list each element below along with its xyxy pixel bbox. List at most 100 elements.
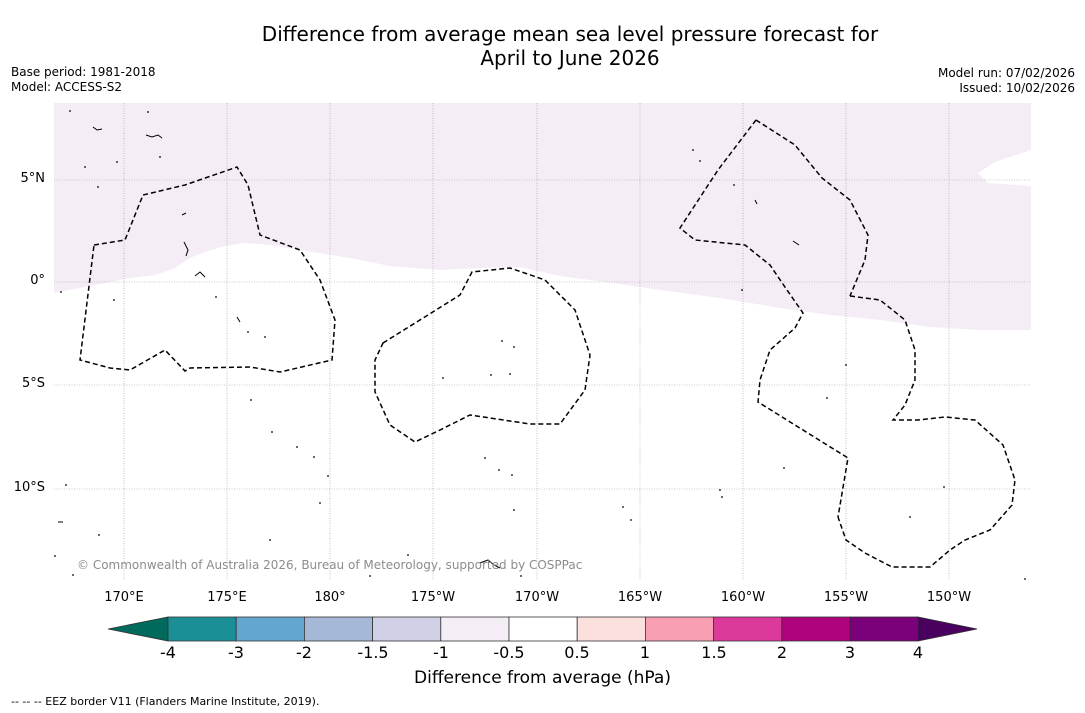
island-dot [442,377,444,379]
title-line-1: Difference from average mean sea level p… [261,22,879,46]
eez-line-islands-south [837,295,1016,568]
island-dot [69,110,71,112]
eez-kiribati-gilbert [79,166,336,373]
lon-label-165w: 165°W [617,590,663,605]
lon-label-150w: 150°W [926,590,972,605]
colorbar-swatch [576,616,646,642]
island-dot [250,399,252,401]
model-run: Model run: 07/02/2026 [937,66,1075,80]
lon-label-170w: 170°W [514,590,560,605]
colorbar-under-triangle [107,616,169,642]
island-dot [733,184,735,186]
grid-lines [54,103,1031,580]
island-dot [484,457,486,459]
colorbar-tick: -1.5 [357,643,389,662]
colorbar-tick: 2 [776,643,788,662]
colorbar-swatch [440,616,510,642]
lon-label-180: 180° [314,590,346,605]
island-dot [1024,578,1026,580]
island [181,212,187,216]
island-dot [501,340,503,342]
island-dot [783,467,785,469]
colorbar-tick: -0.5 [493,643,525,662]
meta-left: Base period: 1981-2018 Model: ACCESS-S2 [11,65,156,95]
island [145,134,163,139]
island-dot [269,539,271,541]
island-dot [116,161,118,163]
lon-label-155w: 155°W [823,590,869,605]
island-dot [319,502,321,504]
eez-line-islands-north [755,119,869,297]
colorbar [107,616,978,642]
island-dot [699,160,701,162]
island-dot [65,484,67,486]
island-dot [247,331,249,333]
island-dot [84,166,86,168]
island [754,199,758,205]
island-dot [909,516,911,518]
island-dot [498,469,500,471]
colorbar-swatch [508,616,578,642]
island-dot [692,149,694,151]
base-period: Base period: 1981-2018 [11,65,156,79]
island-dot [147,111,149,113]
colorbar-swatch [303,616,373,642]
colorbar-tick: 0.5 [564,643,590,662]
island [92,126,103,131]
colorbar-swatch [713,616,783,642]
island [236,316,241,323]
colorbar-swatch [781,616,851,642]
chart-title: Difference from average mean sea level p… [0,22,1085,70]
colorbar-swatch [167,616,237,642]
island-dot [741,289,743,291]
island-dot [826,397,828,399]
island-dot [97,186,99,188]
colorbar-swatch [849,616,919,642]
lon-label-175w: 175°W [410,590,456,605]
lon-label-175e: 175°E [207,590,247,605]
model-name: Model: ACCESS-S2 [11,80,123,94]
title-line-2: April to June 2026 [480,46,660,70]
island-dot [296,446,298,448]
island-dot [630,519,632,521]
islands [58,126,800,569]
colorbar-swatch [235,616,305,642]
island-dot [369,575,371,577]
colorbar-label: Difference from average (hPa) [414,668,671,688]
island-dot [313,456,315,458]
eez-phoenix [374,267,591,443]
island-dot [327,475,329,477]
colorbar-tick: -2 [296,643,312,662]
island-dot [513,346,515,348]
lat-label-0: 0° [30,273,45,288]
island-dot [721,496,723,498]
colorbar-tick: 1.5 [701,643,727,662]
meta-right: Model run: 07/02/2026 Issued: 10/02/2026 [938,66,1075,96]
lon-label-170e: 170°E [104,590,144,605]
island-dot [98,534,100,536]
island-dot [215,296,217,298]
colorbar-tick: 1 [639,643,651,662]
island [194,271,206,278]
colorbar-over-triangle [917,616,978,642]
island-dot [520,575,522,577]
island-dot [943,486,945,488]
island [792,240,800,246]
island-dot [509,373,511,375]
island-dot [622,506,624,508]
island-dot [407,554,409,556]
island [479,559,501,569]
lat-label-10s: 10°S [13,480,45,495]
island-dot [719,489,721,491]
island-dot [72,574,74,576]
anomaly-region [54,103,1031,330]
colorbar-tick: 3 [844,643,856,662]
eez-footnote: -- -- -- EEZ border V11 (Flanders Marine… [11,695,320,708]
island [183,241,189,257]
island-dot [264,336,266,338]
island-dot [845,364,847,366]
colorbar-tick: -4 [160,643,176,662]
eez-borders [79,119,1016,568]
island-dot [513,509,515,511]
